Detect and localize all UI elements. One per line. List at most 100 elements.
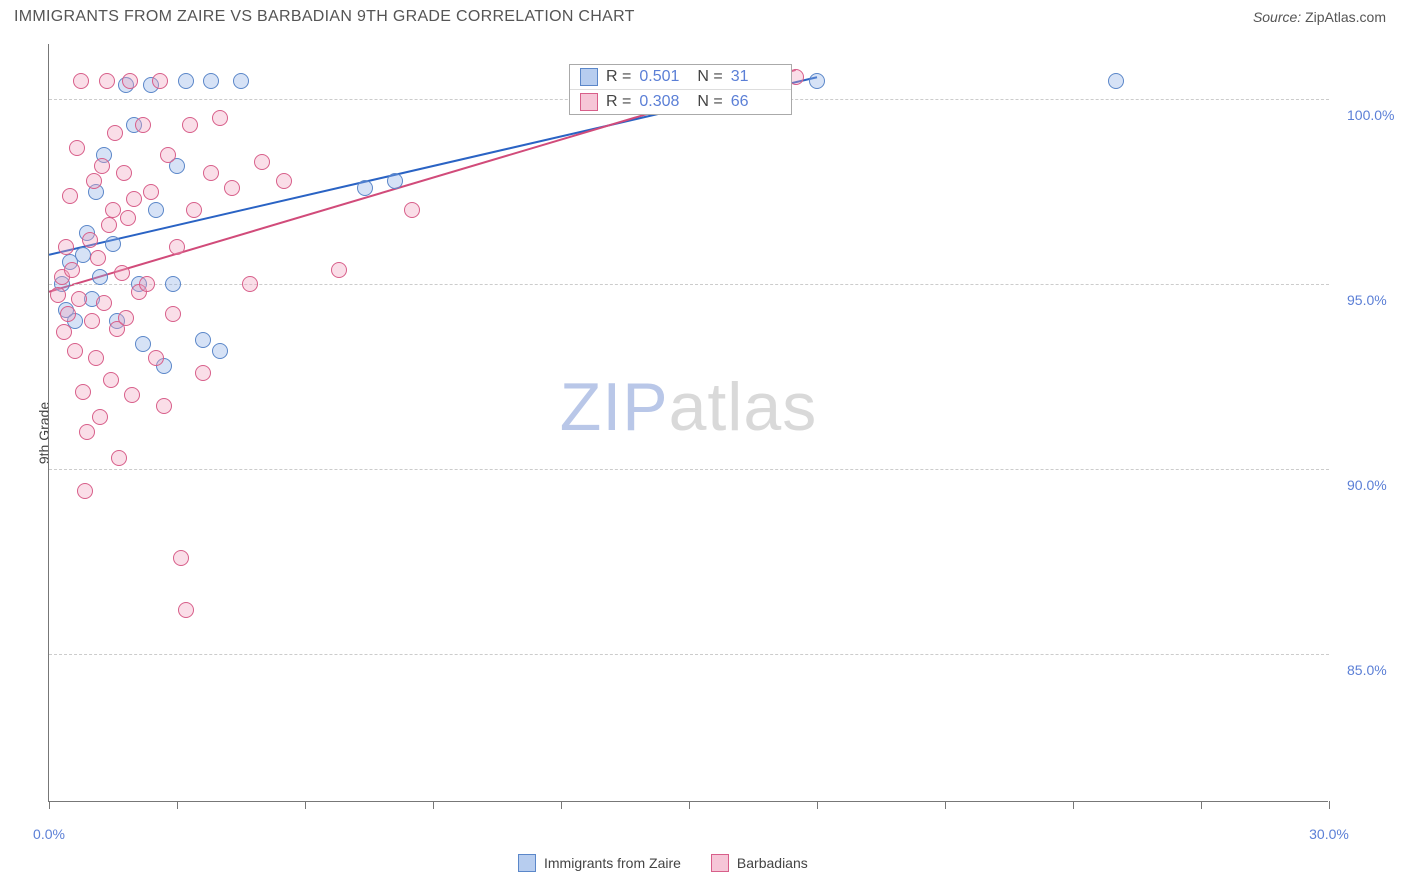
scatter-point: [60, 306, 76, 322]
x-tick: [689, 801, 690, 809]
scatter-point: [203, 73, 219, 89]
scatter-point: [173, 550, 189, 566]
y-tick-label: 95.0%: [1347, 292, 1387, 308]
x-tick: [433, 801, 434, 809]
scatter-point: [148, 202, 164, 218]
scatter-point: [122, 73, 138, 89]
scatter-point: [50, 287, 66, 303]
chart-title: IMMIGRANTS FROM ZAIRE VS BARBADIAN 9TH G…: [14, 8, 635, 26]
source: Source: ZipAtlas.com: [1253, 9, 1386, 25]
x-tick: [1329, 801, 1330, 809]
watermark: ZIPatlas: [560, 368, 817, 446]
scatter-point: [103, 372, 119, 388]
scatter-point: [86, 173, 102, 189]
scatter-point: [178, 73, 194, 89]
scatter-point: [94, 158, 110, 174]
gridline: [49, 654, 1329, 655]
stats-n-value: 66: [731, 93, 781, 111]
scatter-point: [92, 269, 108, 285]
x-tick: [561, 801, 562, 809]
scatter-point: [88, 350, 104, 366]
scatter-point: [101, 217, 117, 233]
watermark-atlas: atlas: [669, 369, 818, 445]
x-tick: [945, 801, 946, 809]
scatter-point: [73, 73, 89, 89]
scatter-point: [135, 336, 151, 352]
x-tick: [177, 801, 178, 809]
stats-r-value: 0.308: [639, 93, 689, 111]
x-tick-label: 0.0%: [33, 826, 65, 842]
stats-n-value: 31: [731, 68, 781, 86]
scatter-point: [169, 239, 185, 255]
legend-swatch: [711, 854, 729, 872]
scatter-point: [212, 110, 228, 126]
scatter-point: [156, 398, 172, 414]
scatter-point: [135, 117, 151, 133]
scatter-point: [139, 276, 155, 292]
stats-r-label: R =: [606, 93, 631, 111]
scatter-point: [195, 332, 211, 348]
scatter-point: [331, 262, 347, 278]
stats-row: R = 0.501N = 31: [570, 65, 791, 89]
watermark-zip: ZIP: [560, 369, 669, 445]
scatter-point: [105, 202, 121, 218]
scatter-point: [126, 191, 142, 207]
stats-box: R = 0.501 N = 31 R = 0.308 N = 66: [569, 64, 792, 115]
scatter-point: [224, 180, 240, 196]
scatter-point: [124, 387, 140, 403]
scatter-point: [182, 117, 198, 133]
scatter-point: [64, 262, 80, 278]
series-swatch: [580, 93, 598, 111]
scatter-point: [387, 173, 403, 189]
scatter-point: [160, 147, 176, 163]
scatter-point: [75, 384, 91, 400]
scatter-point: [254, 154, 270, 170]
scatter-point: [62, 188, 78, 204]
scatter-point: [67, 343, 83, 359]
x-tick: [817, 801, 818, 809]
y-tick-label: 100.0%: [1347, 107, 1394, 123]
scatter-point: [1108, 73, 1124, 89]
chart-header: IMMIGRANTS FROM ZAIRE VS BARBADIAN 9TH G…: [0, 0, 1406, 34]
scatter-point: [79, 424, 95, 440]
stats-n-label: N =: [697, 68, 722, 86]
scatter-point: [116, 165, 132, 181]
scatter-point: [233, 73, 249, 89]
scatter-point: [82, 232, 98, 248]
scatter-point: [165, 276, 181, 292]
gridline: [49, 469, 1329, 470]
scatter-point: [114, 265, 130, 281]
stats-n-label: N =: [697, 93, 722, 111]
legend-item: Immigrants from Zaire: [518, 854, 681, 872]
scatter-point: [809, 73, 825, 89]
scatter-point: [111, 450, 127, 466]
scatter-point: [212, 343, 228, 359]
scatter-point: [152, 73, 168, 89]
series-swatch: [580, 68, 598, 86]
plot-area: ZIPatlas 85.0%90.0%95.0%100.0%0.0%30.0%R…: [48, 44, 1328, 802]
scatter-point: [357, 180, 373, 196]
y-tick-label: 90.0%: [1347, 477, 1387, 493]
trend-lines: [49, 44, 1329, 802]
scatter-point: [77, 483, 93, 499]
stats-r-value: 0.501: [639, 68, 689, 86]
x-tick: [1073, 801, 1074, 809]
chart-container: 9th Grade ZIPatlas 85.0%90.0%95.0%100.0%…: [48, 44, 1388, 822]
x-tick: [305, 801, 306, 809]
scatter-point: [118, 310, 134, 326]
scatter-point: [105, 236, 121, 252]
scatter-point: [75, 247, 91, 263]
x-tick-label: 30.0%: [1309, 826, 1349, 842]
scatter-point: [143, 184, 159, 200]
stats-row: R = 0.308 N = 66: [570, 89, 791, 114]
scatter-point: [242, 276, 258, 292]
scatter-point: [56, 324, 72, 340]
scatter-point: [203, 165, 219, 181]
legend-label: Barbadians: [737, 855, 808, 871]
scatter-point: [96, 295, 112, 311]
x-tick: [1201, 801, 1202, 809]
scatter-point: [178, 602, 194, 618]
scatter-point: [148, 350, 164, 366]
legend-item: Barbadians: [711, 854, 808, 872]
source-label: Source:: [1253, 9, 1301, 25]
